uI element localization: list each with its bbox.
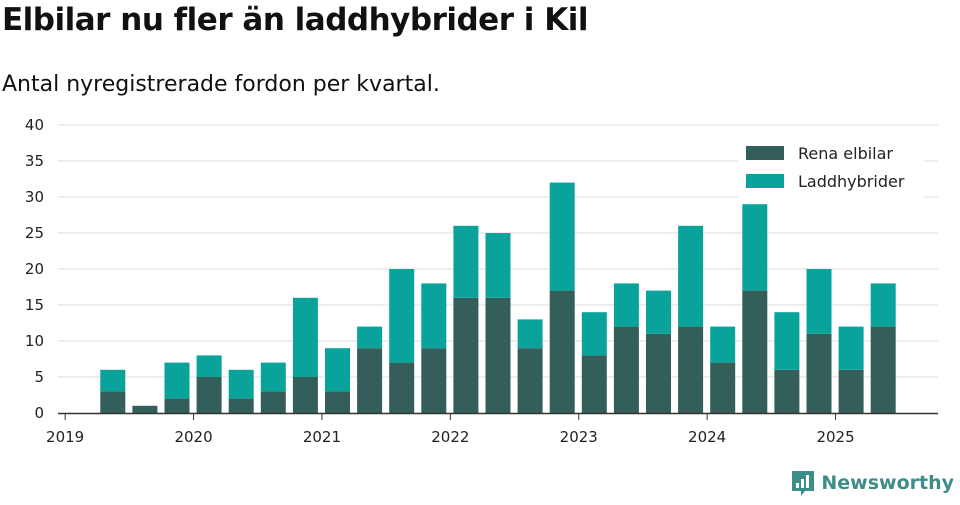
bar-laddhybrider	[357, 326, 383, 349]
y-tick-label: 25	[25, 224, 44, 242]
bar-rena-elbilar	[100, 391, 126, 413]
y-tick-label: 40	[25, 116, 44, 134]
newsworthy-logo-icon	[792, 471, 815, 496]
bar-laddhybrider	[485, 233, 511, 298]
bar-laddhybrider	[325, 348, 350, 392]
bar-laddhybrider	[389, 269, 415, 363]
legend-swatch	[746, 174, 784, 188]
y-tick-label: 30	[25, 188, 44, 206]
x-tick-label: 2021	[303, 428, 341, 446]
bar-laddhybrider	[870, 283, 896, 327]
bar-laddhybrider	[100, 369, 126, 392]
bar-rena-elbilar	[678, 326, 704, 413]
y-tick-label: 0	[34, 404, 44, 422]
bar-rena-elbilar	[228, 398, 254, 413]
x-tick-label: 2022	[431, 428, 469, 446]
bar-laddhybrider	[838, 326, 864, 370]
bar-rena-elbilar	[613, 326, 639, 413]
bar-rena-elbilar	[870, 326, 896, 413]
bar-rena-elbilar	[549, 290, 575, 413]
bar-rena-elbilar	[292, 377, 318, 413]
bar-rena-elbilar	[742, 290, 768, 413]
bar-rena-elbilar	[421, 348, 447, 413]
bar-laddhybrider	[260, 362, 286, 392]
bar-rena-elbilar	[164, 398, 190, 413]
bar-rena-elbilar	[132, 405, 158, 413]
bar-rena-elbilar	[453, 297, 479, 413]
bar-laddhybrider	[806, 269, 832, 334]
bar-laddhybrider	[613, 283, 639, 327]
y-tick-label: 20	[25, 260, 44, 278]
bar-rena-elbilar	[357, 348, 383, 413]
y-tick-label: 35	[25, 152, 44, 170]
x-tick-label: 2020	[174, 428, 212, 446]
bar-rena-elbilar	[196, 377, 222, 413]
bar-laddhybrider	[549, 182, 575, 291]
bar-laddhybrider	[453, 225, 479, 298]
bar-rena-elbilar	[806, 333, 832, 413]
y-tick-label: 15	[25, 296, 44, 314]
bar-rena-elbilar	[325, 391, 350, 413]
legend-label: Rena elbilar	[798, 144, 893, 163]
bar-rena-elbilar	[485, 297, 511, 413]
bar-rena-elbilar	[389, 362, 415, 413]
bar-laddhybrider	[164, 362, 190, 399]
legend-label: Laddhybrider	[798, 172, 905, 191]
bar-laddhybrider	[678, 225, 704, 327]
chart-title: Elbilar nu fler än laddhybrider i Kil	[2, 2, 588, 38]
y-tick-label: 10	[25, 332, 44, 350]
bar-laddhybrider	[646, 290, 671, 334]
x-tick-label: 2023	[560, 428, 598, 446]
bar-laddhybrider	[710, 326, 736, 363]
bar-rena-elbilar	[517, 348, 543, 413]
y-tick-label: 5	[34, 368, 44, 386]
bar-rena-elbilar	[581, 355, 607, 413]
bar-laddhybrider	[742, 204, 768, 291]
newsworthy-brand: Newsworthy	[790, 469, 954, 497]
bar-rena-elbilar	[838, 369, 864, 413]
brand-name: Newsworthy	[821, 472, 954, 494]
bar-laddhybrider	[196, 355, 222, 377]
legend-swatch	[746, 146, 784, 160]
bar-laddhybrider	[581, 312, 607, 356]
bar-laddhybrider	[774, 312, 800, 370]
x-tick-label: 2025	[816, 428, 854, 446]
bar-rena-elbilar	[774, 369, 800, 413]
bar-laddhybrider	[228, 369, 254, 399]
bar-rena-elbilar	[646, 333, 671, 413]
bar-laddhybrider	[421, 283, 447, 349]
x-tick-label: 2019	[46, 428, 84, 446]
bar-laddhybrider	[517, 319, 543, 349]
bar-rena-elbilar	[260, 391, 286, 413]
x-tick-label: 2024	[688, 428, 726, 446]
bar-rena-elbilar	[710, 362, 736, 413]
chart-subtitle: Antal nyregistrerade fordon per kvartal.	[2, 72, 440, 97]
bar-laddhybrider	[292, 297, 318, 377]
